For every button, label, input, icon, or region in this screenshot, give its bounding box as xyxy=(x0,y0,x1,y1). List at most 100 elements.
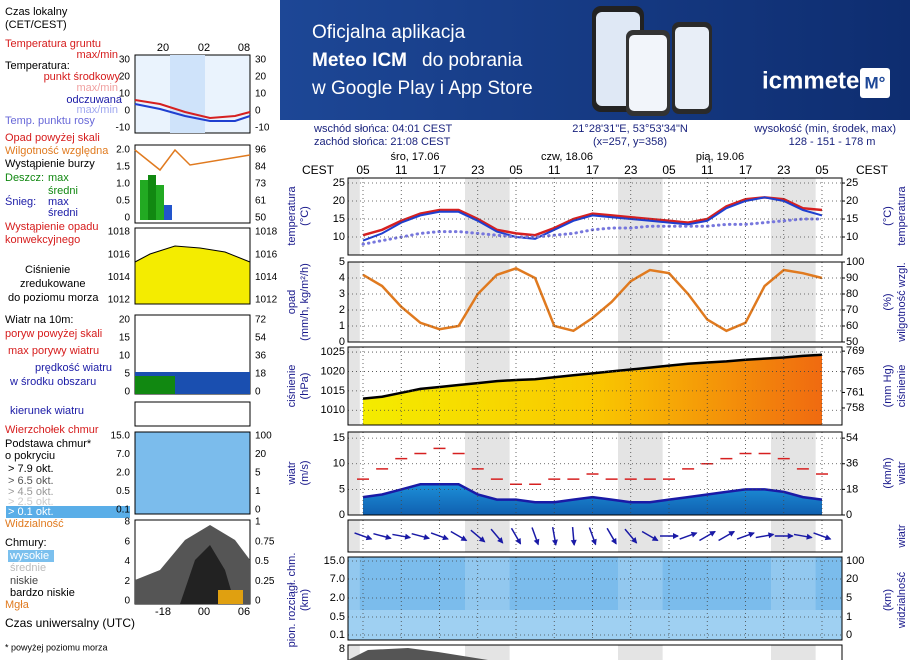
legend-text: max xyxy=(48,196,69,208)
legend-swatch xyxy=(8,550,54,562)
axis-title: wiatr xyxy=(896,524,908,549)
y2-tick-label: 70 xyxy=(846,304,858,316)
legend-text: niskie xyxy=(10,575,38,587)
mini-tick-label: 96 xyxy=(255,145,267,156)
legend-text: Deszcz: xyxy=(5,172,44,184)
arrow-head xyxy=(515,537,521,545)
hour-label: 11 xyxy=(701,163,714,177)
mini-tick-label: 72 xyxy=(255,315,267,326)
wind-arrow xyxy=(793,533,813,540)
legend-text: > 2.5 okt. xyxy=(8,496,54,508)
sunset: zachód słońca: 21:08 CEST xyxy=(314,136,451,148)
legend-text: Wystąpienie opadu xyxy=(5,221,98,233)
arrow-head xyxy=(533,538,540,546)
y-tick-label: 20 xyxy=(333,195,345,207)
legend-text: w środku obszaru xyxy=(9,376,96,388)
arrow-head xyxy=(787,533,794,539)
night xyxy=(465,520,510,552)
banner-line: w Google Play i App Store xyxy=(311,78,533,99)
mini-tick-label: -10 xyxy=(116,123,131,134)
mini-hour: 20 xyxy=(157,42,169,54)
axis-title: ciśnienie xyxy=(286,365,298,408)
panel-frame xyxy=(347,261,843,343)
y-tick-label: 15 xyxy=(333,213,345,225)
mini-tick-label: 6 xyxy=(124,536,130,547)
mini-tick-label: 1014 xyxy=(255,272,278,283)
day-label: czw, 18.06 xyxy=(541,151,593,163)
hour-label: 23 xyxy=(777,163,791,177)
wind-arrow xyxy=(699,530,716,542)
y2-tick-label: 36 xyxy=(846,458,858,470)
panel-frame xyxy=(347,556,843,641)
legend-text: max/min xyxy=(76,82,118,94)
legend-text: Opad powyżej skali xyxy=(5,132,100,144)
hour-label: 17 xyxy=(586,163,600,177)
y2-tick-label: 25 xyxy=(846,177,858,189)
axis-title: widzialność xyxy=(896,571,908,629)
mini-tick-label: 100 xyxy=(255,431,272,442)
panel-frame xyxy=(347,431,843,516)
mini-tick-label: 0 xyxy=(124,213,130,224)
axis-unit: (km) xyxy=(882,589,894,611)
badge: M° xyxy=(865,73,886,92)
legend-text: > 7.9 okt. xyxy=(8,463,54,475)
y-tick-label: 8 xyxy=(339,643,345,655)
wind-arrow xyxy=(660,533,679,539)
mini-tick-label: 2.0 xyxy=(116,145,130,156)
legend-text: Temperatura gruntu xyxy=(5,38,101,50)
y2-tick-label: 50 xyxy=(846,336,858,348)
wind-arrow xyxy=(606,527,617,545)
axis-unit: (mm Hg) xyxy=(882,365,894,408)
mini-tick-label: 0 xyxy=(124,106,130,117)
night xyxy=(465,645,510,660)
banner-line: do pobrania xyxy=(422,50,523,71)
wind-arrow xyxy=(718,530,736,542)
cloud-shape xyxy=(348,648,488,660)
night xyxy=(771,178,816,255)
arrow-head xyxy=(631,537,638,544)
legend-text: punkt środkowy xyxy=(44,71,121,83)
coords: 21°28'31"E, 53°53'34"N xyxy=(572,123,688,135)
mini-tick-label: 10 xyxy=(119,89,131,100)
y-tick-label: 5 xyxy=(339,256,345,268)
mini-hour: 06 xyxy=(238,606,250,618)
wind-arrow xyxy=(430,532,449,541)
mini-tick-label: 0.5 xyxy=(116,486,130,497)
wind-arrow xyxy=(774,533,794,539)
y-tick-label: 15 xyxy=(333,432,345,444)
elevation-label: wysokość (min, środek, max) xyxy=(753,123,896,135)
arrow-head xyxy=(768,532,775,539)
mini-tick-label: 15.0 xyxy=(111,431,131,442)
hour-label: 05 xyxy=(356,163,370,177)
mini-tick-label: 30 xyxy=(255,55,267,66)
arrow-head xyxy=(478,536,486,543)
y-tick-label: 3 xyxy=(339,288,345,300)
y-tick-label: 10 xyxy=(333,458,345,470)
legend-text: odczuwana xyxy=(66,94,123,106)
mini-tick-label: 1.5 xyxy=(116,162,130,173)
legend-text: Ciśnienie xyxy=(25,264,70,276)
legend-text: Mgła xyxy=(5,599,30,611)
hour-label: 05 xyxy=(662,163,676,177)
arrow-head xyxy=(591,538,597,546)
wind-arrow xyxy=(490,528,504,544)
mini-tick-label: 30 xyxy=(119,55,131,66)
zone: CEST xyxy=(856,163,889,177)
y-tick-label: 1025 xyxy=(321,346,345,358)
night xyxy=(771,645,816,660)
y-tick-label: 0 xyxy=(339,509,345,521)
arrow-head xyxy=(748,531,755,538)
arrow-head xyxy=(728,531,736,537)
legend-text: kierunek wiatru xyxy=(10,405,84,417)
mini-tick-label: 18 xyxy=(255,369,267,380)
legend-text: o pokryciu xyxy=(5,450,55,462)
mini-tick-label: 8 xyxy=(124,517,130,528)
legend-text: Czas uniwersalny (UTC) xyxy=(5,616,135,630)
mini-tick-label: -10 xyxy=(255,123,270,134)
mini-tick-label: 10 xyxy=(119,351,131,362)
y2-tick-label: 80 xyxy=(846,288,858,300)
day-label: śro, 17.06 xyxy=(391,151,440,163)
legend-swatch xyxy=(6,506,130,518)
legend-text: Temperatura: xyxy=(5,60,70,72)
y2-tick-label: 60 xyxy=(846,320,858,332)
